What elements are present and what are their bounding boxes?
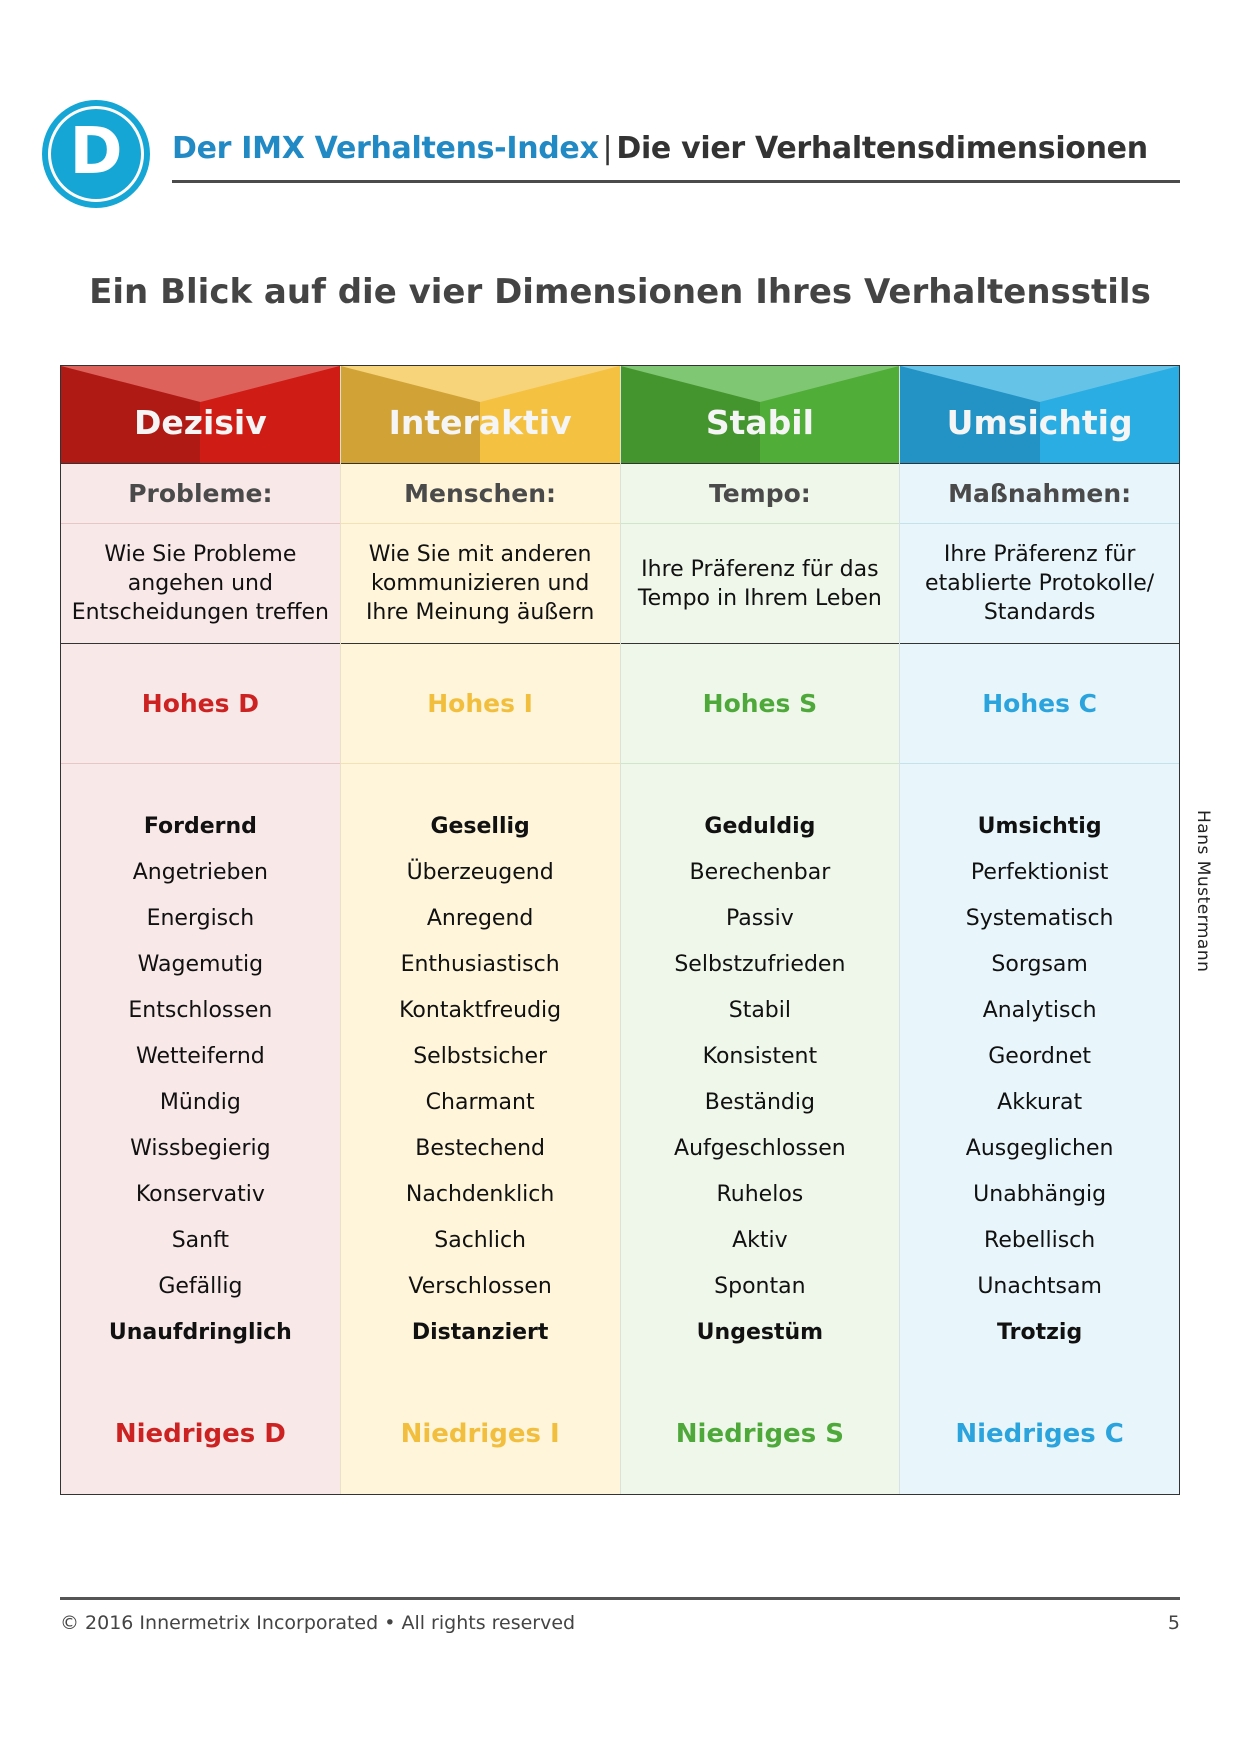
- column-name: Stabil: [705, 403, 814, 442]
- header-title: Der IMX Verhaltens-Index | Die vier Verhal…: [172, 131, 1180, 166]
- copyright-notice: © 2016 Innermetrix Incorporated • All ri…: [60, 1612, 576, 1634]
- trait-item: Gesellig: [430, 814, 530, 839]
- page-number: 5: [1167, 1612, 1180, 1634]
- title-separator: |: [602, 131, 613, 166]
- trait-item: Wissbegierig: [130, 1136, 271, 1161]
- low-label: Niedriges C: [955, 1419, 1124, 1449]
- trait-list: Fordernd Angetrieben Energisch Wagemutig Ent…: [61, 764, 340, 1374]
- trait-item: Geordnet: [988, 1044, 1092, 1069]
- trait-item: Wagemutig: [137, 952, 264, 977]
- trait-item: Entschlossen: [128, 998, 273, 1023]
- header-divider: [172, 180, 1180, 183]
- description: Ihre Präferenz für etablierte Protokolle…: [900, 524, 1179, 644]
- column-dezisiv: Dezisiv Probleme: Wie Sie Probleme angeh…: [61, 366, 340, 1494]
- trait-item: Mündig: [159, 1090, 241, 1115]
- trait-item: Bestechend: [415, 1136, 545, 1161]
- description: Wie Sie Probleme angehen und Entscheidun…: [61, 524, 340, 644]
- trait-item: Selbstzufrieden: [674, 952, 846, 977]
- trait-item: Aktiv: [732, 1228, 788, 1253]
- trait-item: Perfektionist: [970, 860, 1109, 885]
- trait-item: Unachtsam: [977, 1274, 1102, 1299]
- column-header: Interaktiv: [340, 366, 620, 464]
- trait-item: Fordernd: [143, 814, 257, 839]
- trait-item: Energisch: [146, 906, 255, 931]
- dimensions-table: Dezisiv Probleme: Wie Sie Probleme angeh…: [60, 365, 1180, 1495]
- column-name: Umsichtig: [946, 403, 1133, 442]
- trait-item: Sanft: [171, 1228, 230, 1253]
- trait-item: Kontaktfreudig: [399, 998, 562, 1023]
- description: Wie Sie mit anderen kommunizieren und Ih…: [340, 524, 620, 644]
- trait-item: Konservativ: [135, 1182, 265, 1207]
- sub-heading: Menschen:: [340, 464, 620, 524]
- sub-heading: Probleme:: [61, 464, 340, 524]
- column-stabil: Stabil Tempo: Ihre Präferenz für das Tem…: [619, 366, 900, 1494]
- column-name: Dezisiv: [133, 403, 267, 442]
- high-label: Hohes S: [620, 644, 900, 764]
- trait-item: Selbstsicher: [413, 1044, 548, 1069]
- trait-item: Charmant: [425, 1090, 535, 1115]
- trait-list: Umsichtig Perfektionist Systematisch Sorgsa…: [900, 764, 1179, 1374]
- trait-item: Trotzig: [997, 1320, 1083, 1345]
- trait-item: Überzeugend: [406, 860, 554, 885]
- low-label: Niedriges I: [400, 1419, 560, 1449]
- trait-item: Nachdenklich: [405, 1182, 555, 1207]
- trait-item: Berechenbar: [689, 860, 831, 885]
- trait-item: Verschlossen: [408, 1274, 552, 1299]
- sub-heading: Tempo:: [620, 464, 900, 524]
- trait-item: Spontan: [714, 1274, 806, 1299]
- trait-item: Distanziert: [411, 1320, 549, 1345]
- column-name: Interaktiv: [388, 403, 572, 442]
- trait-item: Rebellisch: [984, 1228, 1096, 1253]
- trait-item: Sorgsam: [991, 952, 1088, 977]
- trait-item: Akkurat: [997, 1090, 1083, 1115]
- respondent-name: Hans Mustermann: [1193, 810, 1213, 973]
- column-interaktiv: Interaktiv Menschen: Wie Sie mit anderen…: [339, 366, 620, 1494]
- trait-item: Enthusiastisch: [400, 952, 560, 977]
- column-header: Dezisiv: [61, 366, 340, 464]
- trait-item: Stabil: [728, 998, 791, 1023]
- trait-item: Konsistent: [702, 1044, 818, 1069]
- trait-item: Systematisch: [965, 906, 1114, 931]
- trait-item: Passiv: [725, 906, 794, 931]
- trait-item: Ungestüm: [696, 1320, 824, 1345]
- section-title: Die vier Verhaltensdimensionen: [616, 131, 1148, 166]
- trait-item: Wetteifernd: [136, 1044, 265, 1069]
- trait-item: Beständig: [704, 1090, 815, 1115]
- trait-list: Gesellig Überzeugend Anregend Enthusiastisc…: [341, 764, 620, 1374]
- column-header: Umsichtig: [900, 366, 1179, 464]
- sub-heading: Maßnahmen:: [900, 464, 1179, 524]
- trait-item: Geduldig: [704, 814, 816, 839]
- low-label: Niedriges S: [675, 1419, 844, 1449]
- trait-item: Angetrieben: [132, 860, 268, 885]
- trait-item: Unabhängig: [973, 1182, 1107, 1207]
- trait-item: Umsichtig: [977, 814, 1102, 839]
- trait-item: Aufgeschlossen: [674, 1136, 846, 1161]
- description: Ihre Präferenz für das Tempo in Ihrem Le…: [620, 524, 900, 644]
- high-label: Hohes C: [900, 644, 1179, 764]
- footer-divider: [60, 1597, 1180, 1600]
- trait-list: Geduldig Berechenbar Passiv Selbstzufrieden…: [621, 764, 900, 1374]
- column-umsichtig: Umsichtig Maßnahmen: Ihre Präferenz für …: [899, 366, 1179, 1494]
- high-label: Hohes I: [340, 644, 620, 764]
- high-label: Hohes D: [61, 644, 340, 764]
- trait-item: Ruhelos: [716, 1182, 804, 1207]
- logo-letter: D: [69, 115, 123, 189]
- trait-item: Ausgeglichen: [965, 1136, 1114, 1161]
- page-title: Ein Blick auf die vier Dimensionen Ihres…: [89, 272, 1151, 312]
- trait-item: Analytisch: [982, 998, 1097, 1023]
- logo-ring: [48, 106, 144, 202]
- trait-item: Gefällig: [158, 1274, 243, 1299]
- brand-title: Der IMX Verhaltens-Index: [172, 131, 599, 166]
- trait-item: Sachlich: [434, 1228, 526, 1253]
- trait-item: Unaufdringlich: [108, 1320, 292, 1345]
- low-label: Niedriges D: [114, 1419, 286, 1449]
- column-header: Stabil: [620, 366, 900, 464]
- logo-badge: D: [42, 100, 150, 208]
- trait-item: Anregend: [426, 906, 534, 931]
